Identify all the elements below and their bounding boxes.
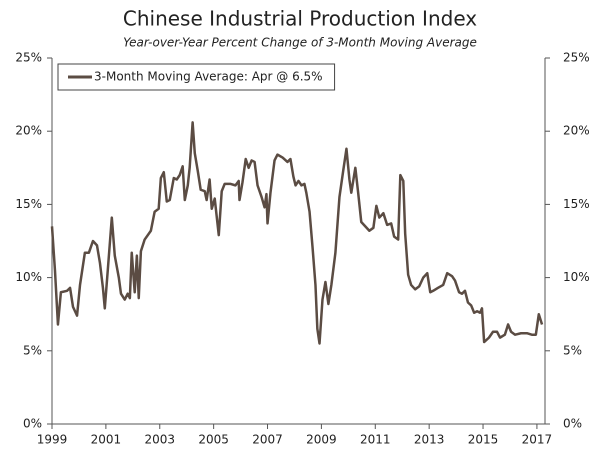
- y-tick-label: 10%: [15, 270, 42, 284]
- x-tick-label: 2009: [306, 433, 337, 447]
- y2-tick-label: 20%: [563, 124, 590, 138]
- chart-subtitle: Year-over-Year Percent Change of 3-Month…: [123, 36, 477, 50]
- y-tick-label: 15%: [15, 197, 42, 211]
- x-tick-label: 2011: [360, 433, 391, 447]
- x-tick-label: 2017: [522, 433, 553, 447]
- x-tick-label: 2013: [414, 433, 445, 447]
- y-tick-label: 20%: [15, 124, 42, 138]
- data-line: [50, 121, 544, 345]
- chart-title: Chinese Industrial Production Index: [123, 7, 477, 31]
- x-tick-label: 2005: [198, 433, 229, 447]
- x-tick-label: 1999: [37, 433, 68, 447]
- y-tick-label: 25%: [15, 51, 42, 65]
- legend-box: [57, 63, 336, 91]
- y2-tick-label: 15%: [563, 197, 590, 211]
- y-tick-label: 0%: [23, 417, 42, 431]
- x-tick-label: 2007: [252, 433, 283, 447]
- x-tick-label: 2015: [468, 433, 499, 447]
- x-tick-label: 2003: [144, 433, 175, 447]
- y2-tick-label: 10%: [563, 270, 590, 284]
- y2-tick-label: 0%: [563, 417, 582, 431]
- legend-label: 3-Month Moving Average: Apr @ 6.5%: [94, 70, 323, 84]
- x-tick-label: 2001: [91, 433, 122, 447]
- y2-tick-label: 25%: [563, 51, 590, 65]
- y-tick-label: 5%: [23, 343, 42, 357]
- y2-tick-label: 5%: [563, 343, 582, 357]
